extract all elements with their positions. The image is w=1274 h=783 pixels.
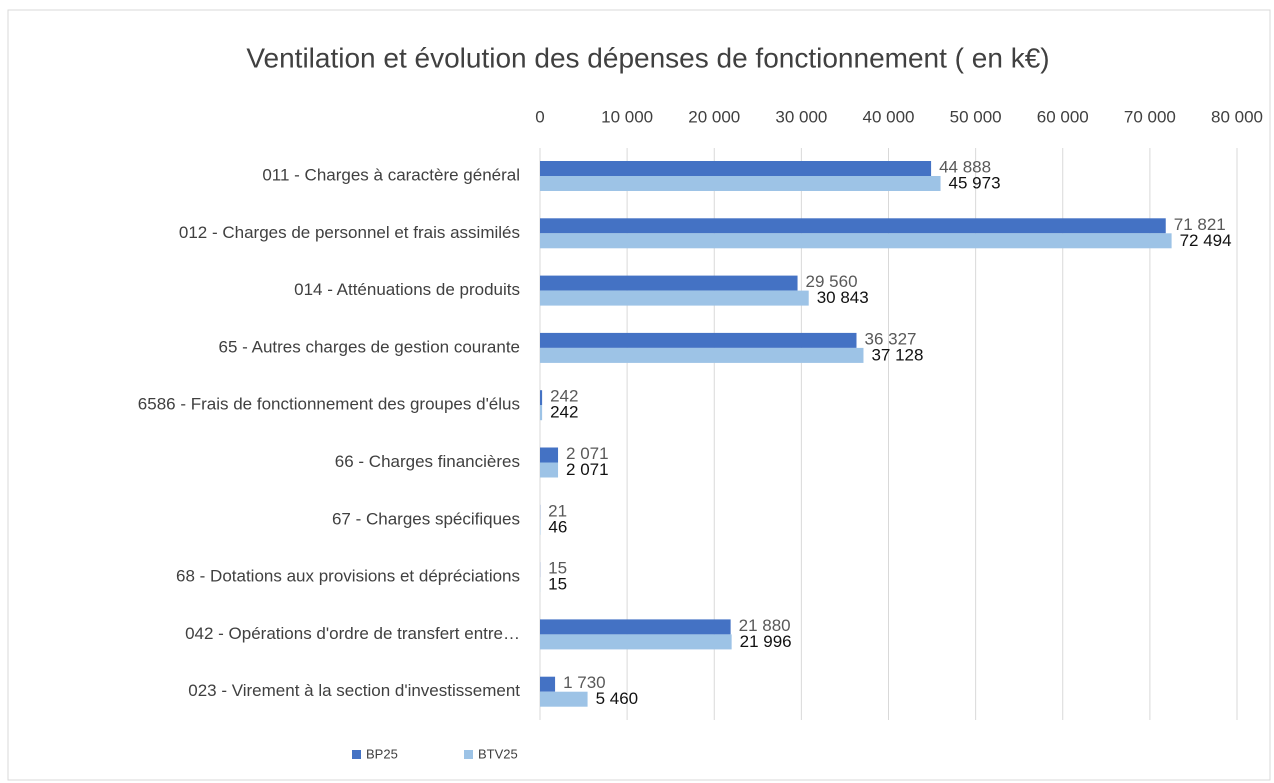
y-tick-label: 023 - Virement à la section d'investisse…	[188, 681, 520, 700]
y-tick-label: 012 - Charges de personnel et frais assi…	[179, 223, 520, 242]
bar	[540, 218, 1166, 234]
x-tick-label: 10 000	[601, 107, 653, 126]
bar	[540, 390, 543, 406]
legend-label: BTV25	[478, 746, 518, 761]
data-label: 44 888	[939, 157, 991, 176]
data-label: 46	[548, 517, 567, 536]
y-tick-label: 67 - Charges spécifiques	[332, 509, 520, 528]
y-tick-label: 014 - Atténuations de produits	[294, 280, 520, 299]
legend-swatch	[352, 750, 361, 759]
y-tick-label: 68 - Dotations aux provisions et dépréci…	[176, 567, 520, 586]
data-label: 29 560	[806, 272, 858, 291]
y-tick-label: 66 - Charges financières	[335, 452, 520, 471]
y-tick-label: 65 - Autres charges de gestion courante	[219, 337, 520, 356]
x-tick-label: 70 000	[1124, 107, 1176, 126]
legend-swatch	[464, 750, 473, 759]
data-label: 21	[548, 501, 567, 520]
bar	[540, 619, 731, 635]
data-label: 72 494	[1180, 231, 1232, 250]
data-label: 71 821	[1174, 215, 1226, 234]
data-label: 15	[548, 559, 567, 578]
bar	[540, 405, 543, 421]
x-tick-label: 0	[535, 107, 544, 126]
data-label: 15	[548, 575, 567, 594]
x-tick-label: 40 000	[863, 107, 915, 126]
bar	[540, 290, 809, 306]
data-label: 2 071	[566, 460, 609, 479]
bar	[540, 275, 798, 291]
x-tick-label: 50 000	[950, 107, 1002, 126]
legend-label: BP25	[366, 746, 398, 761]
chart-frame	[7, 9, 1271, 781]
data-label: 5 460	[596, 689, 639, 708]
x-tick-label: 60 000	[1037, 107, 1089, 126]
data-label: 45 973	[949, 173, 1001, 192]
y-tick-label: 042 - Opérations d'ordre de transfert en…	[185, 624, 520, 643]
bar	[540, 347, 864, 363]
bar	[540, 332, 857, 348]
data-label: 242	[550, 403, 578, 422]
bar	[540, 462, 559, 478]
data-label: 242	[550, 387, 578, 406]
y-tick-label: 011 - Charges à caractère général	[262, 165, 520, 184]
y-tick-label: 6586 - Frais de fonctionnement des group…	[138, 395, 520, 414]
x-tick-label: 20 000	[688, 107, 740, 126]
bar	[540, 676, 556, 692]
data-label: 2 071	[566, 444, 609, 463]
bar	[540, 634, 732, 650]
bar	[540, 691, 588, 707]
bar	[540, 233, 1172, 249]
bar	[540, 176, 941, 191]
data-label: 21 996	[740, 632, 792, 651]
data-label: 21 880	[739, 616, 791, 635]
data-label: 1 730	[563, 673, 606, 692]
chart-title: Ventilation et évolution des dépenses de…	[246, 42, 1049, 73]
x-tick-label: 80 000	[1211, 107, 1263, 126]
bar	[540, 161, 932, 176]
data-label: 36 327	[864, 329, 916, 348]
data-label: 30 843	[817, 288, 869, 307]
data-label: 37 128	[871, 345, 923, 364]
x-tick-label: 30 000	[775, 107, 827, 126]
bar	[540, 447, 559, 463]
